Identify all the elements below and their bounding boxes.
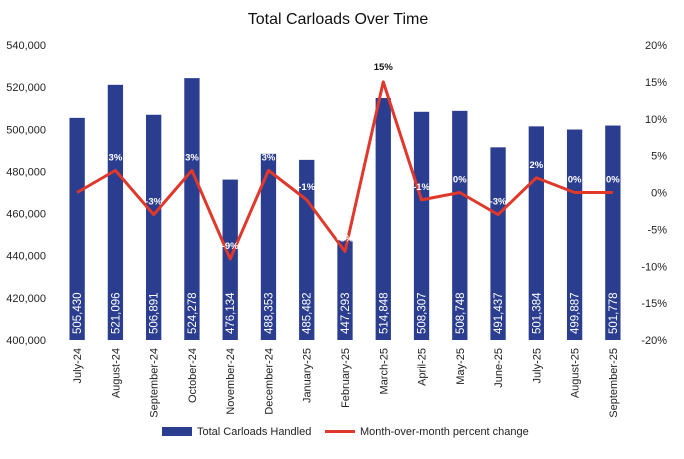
pct-change-label: 0% [568, 175, 582, 186]
x-tick-label: June-25 [493, 348, 505, 388]
y-left-tick-label: 500,000 [6, 124, 46, 136]
pct-change-label: 3% [109, 152, 123, 163]
bar-value-label: 476,134 [225, 292, 237, 334]
bar [107, 84, 124, 340]
y-right-tick-label: -10% [641, 261, 667, 273]
bar [184, 78, 200, 340]
y-right-tick-label: 5% [651, 151, 667, 163]
bar-value-label: 488,353 [263, 292, 275, 334]
y-left-tick-label: 460,000 [6, 209, 46, 221]
x-tick-label: September-24 [149, 348, 161, 418]
pct-change-label: -9% [222, 241, 239, 252]
y-left-tick-label: 520,000 [6, 82, 46, 94]
pct-change-label: -3% [490, 197, 507, 208]
x-axis: July-24 August-24 September-24 October-24 No… [72, 348, 620, 418]
y-right-tick-label: -20% [641, 335, 667, 347]
pct-change-label: 15% [374, 62, 394, 73]
bar-value-label: 499,887 [570, 292, 582, 334]
pct-change-label: -3% [145, 197, 162, 208]
bar-value-label: 506,891 [149, 292, 161, 334]
bar-series: 505,430 521,096 506,891 524,278 476,134 488,3… [69, 78, 621, 340]
x-tick-label: August-25 [570, 348, 582, 398]
y-axis-left: 400,000 420,000 440,000 460,000 480,000 500,0… [6, 40, 46, 347]
pct-change-label: -1% [413, 182, 430, 193]
y-left-tick-label: 440,000 [6, 251, 46, 263]
legend-line-label: Month-over-month percent change [360, 426, 529, 438]
bar [413, 111, 430, 340]
bar-value-label: 505,430 [72, 292, 84, 334]
bar [337, 240, 353, 340]
x-tick-label: September-25 [608, 348, 620, 418]
x-tick-label: August-24 [110, 348, 122, 398]
y-right-tick-label: 0% [651, 188, 667, 200]
y-left-tick-label: 540,000 [6, 40, 46, 52]
bar [260, 153, 277, 340]
y-left-tick-label: 420,000 [6, 293, 46, 305]
x-tick-label: May-25 [455, 348, 467, 385]
bar-value-label: 524,278 [187, 292, 199, 334]
bar [375, 97, 391, 340]
bar [452, 110, 468, 340]
x-tick-label: October-24 [187, 348, 199, 403]
bar [605, 125, 621, 340]
x-tick-label: December-24 [263, 348, 275, 415]
y-left-tick-label: 480,000 [6, 166, 46, 178]
x-tick-label: March-25 [378, 348, 390, 394]
y-right-tick-label: -5% [647, 224, 667, 236]
bar-value-label: 508,748 [455, 292, 467, 334]
bar-value-label: 501,778 [608, 292, 620, 334]
x-tick-label: July-25 [531, 348, 543, 383]
pct-change-label: 0% [606, 175, 620, 186]
x-tick-label: January-25 [302, 348, 314, 403]
x-tick-label: November-24 [225, 348, 237, 415]
legend-bar-swatch [162, 427, 192, 436]
pct-change-line [76, 80, 613, 261]
pct-change-label: 3% [185, 152, 199, 163]
pct-change-label: -1% [298, 182, 315, 193]
line-series: 3% -3% 3% -9% 3% -1% -8% 15% -1% 0% -3% 2% 0% 0% [76, 62, 620, 261]
bar-value-label: 501,384 [531, 292, 543, 334]
legend: Total Carloads Handled Month-over-month … [162, 426, 529, 438]
legend-bar-label: Total Carloads Handled [197, 426, 311, 438]
x-tick-label: July-24 [72, 348, 84, 383]
y-right-tick-label: -15% [641, 298, 667, 310]
chart-title: Total Carloads Over Time [248, 11, 429, 28]
bar-value-label: 491,437 [493, 292, 505, 334]
bar-value-label: 485,482 [302, 292, 314, 334]
bar [490, 147, 506, 340]
pct-change-label: 3% [262, 152, 276, 163]
bar [566, 129, 583, 340]
x-tick-label: February-25 [340, 348, 352, 408]
y-right-tick-label: 15% [645, 77, 667, 89]
x-tick-label: April-25 [417, 348, 429, 386]
bar-value-label: 514,848 [378, 292, 390, 334]
pct-change-label: 0% [453, 175, 467, 186]
y-right-tick-label: 10% [645, 114, 667, 126]
y-axis-right: -20% -15% -10% -5% 0% 5% 10% 15% 20% [641, 40, 667, 347]
bar-value-label: 521,096 [110, 292, 122, 334]
pct-change-label: -8% [337, 234, 354, 245]
bar [146, 114, 162, 340]
bar-value-label: 447,293 [340, 292, 352, 334]
bar [69, 117, 85, 340]
bar-value-label: 508,307 [417, 292, 429, 334]
y-right-tick-label: 20% [645, 40, 667, 52]
pct-change-label: 2% [529, 160, 543, 171]
y-left-tick-label: 400,000 [6, 335, 46, 347]
